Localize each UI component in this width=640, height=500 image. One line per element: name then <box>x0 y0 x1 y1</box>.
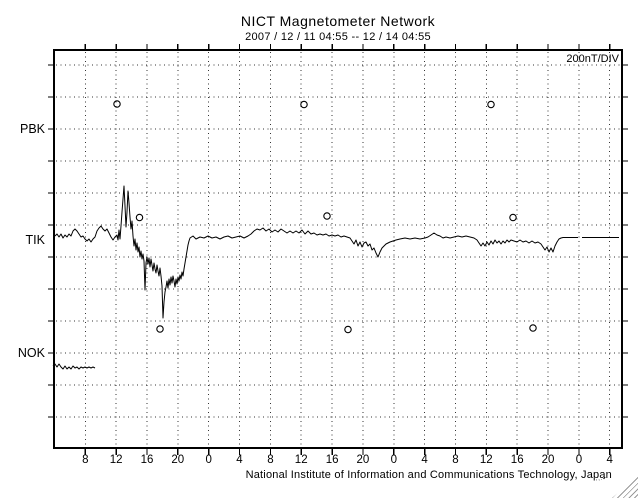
x-tick-label: 8 <box>82 454 88 466</box>
nok-marker-circle <box>344 325 352 334</box>
x-tick-label: 0 <box>391 454 397 466</box>
station-label-pbk: PBK <box>20 122 46 136</box>
x-tick-label: 12 <box>295 454 308 466</box>
page-title: NICT Magnetometer Network <box>240 13 436 29</box>
scale-label: 200nT/DIV <box>566 53 619 65</box>
grid-lines <box>56 52 620 446</box>
tik-marker-circle <box>323 212 331 220</box>
signature-marks: ,,.▪ <box>596 476 606 482</box>
x-tick-label: 20 <box>171 454 184 466</box>
nok-trace <box>52 363 96 370</box>
tik-marker-circle <box>135 213 144 222</box>
pbk-marker-circle <box>113 100 121 108</box>
axis-ticks <box>48 44 628 455</box>
station-label-tik: TIK <box>26 233 46 247</box>
x-tick-label: 16 <box>511 454 524 466</box>
x-tick-label: 0 <box>205 454 211 466</box>
tik-marker-circle <box>509 213 517 222</box>
x-tick-label: 8 <box>267 454 273 466</box>
x-tick-label: 4 <box>236 454 243 466</box>
x-tick-label: 12 <box>480 454 493 466</box>
x-tick-label: 4 <box>606 454 613 466</box>
date-range-subtitle: 2007 / 12 / 11 04:55 -- 12 / 14 04:55 <box>245 31 431 43</box>
plot-border <box>53 49 623 449</box>
x-tick-label: 16 <box>141 454 154 466</box>
pbk-marker-circle <box>487 100 495 109</box>
x-tick-label: 20 <box>542 454 555 466</box>
x-tick-label: 20 <box>357 454 370 466</box>
pbk-marker-circle <box>300 100 308 109</box>
tik-trace <box>54 185 578 319</box>
x-tick-label: 8 <box>452 454 458 466</box>
nok-marker-circle <box>529 324 537 332</box>
station-label-nok: NOK <box>18 346 46 360</box>
nok-marker-circle <box>156 325 164 333</box>
x-tick-label: 12 <box>110 454 123 466</box>
x-tick-label: 4 <box>421 454 428 466</box>
institute-credit: National Institute of Information and Co… <box>245 469 612 481</box>
x-tick-label: 16 <box>326 454 339 466</box>
daily-marker-circles <box>113 100 537 334</box>
x-tick-label: 0 <box>576 454 582 466</box>
